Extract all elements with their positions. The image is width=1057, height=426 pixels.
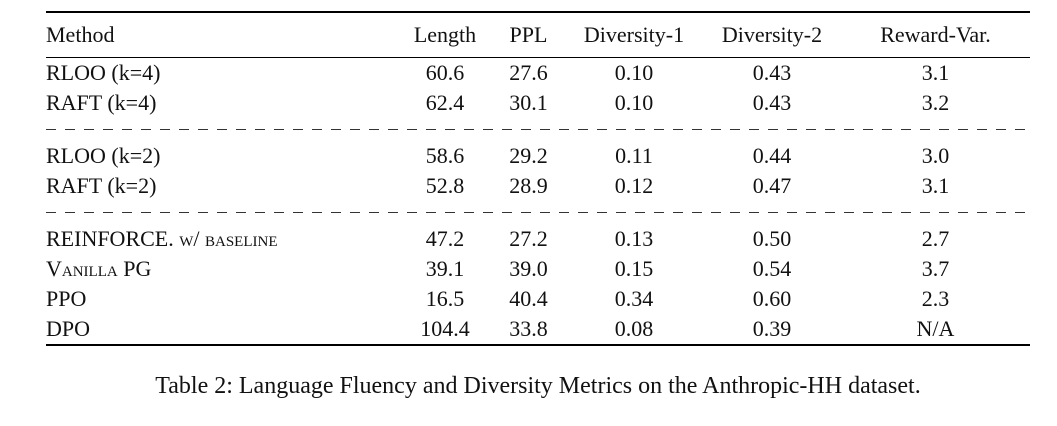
diversity2-cell: 0.43 (752, 90, 792, 115)
reward-var-cell: N/A (916, 316, 955, 341)
reward-var-cell: 2.3 (921, 286, 950, 311)
column-header-ppl: PPL (492, 12, 565, 58)
length-cell: 58.6 (425, 143, 465, 168)
table-row: PPO 16.5 40.4 0.34 0.60 2.3 (46, 284, 1030, 314)
reward-var-cell: 3.0 (921, 143, 950, 168)
length-cell: 62.4 (425, 90, 465, 115)
diversity1-cell: 0.10 (614, 60, 654, 85)
table-caption: Table 2: Language Fluency and Diversity … (155, 373, 921, 399)
column-header-diversity1: Diversity-1 (565, 12, 703, 58)
ppl-cell: 40.4 (509, 286, 548, 311)
diversity1-cell: 0.13 (614, 226, 654, 251)
length-cell: 60.6 (425, 60, 465, 85)
ppl-cell: 30.1 (509, 90, 548, 115)
table-row: REINFORCE. w/ baseline 47.2 27.2 0.13 0.… (46, 224, 1030, 254)
method-cell: RAFT (k=2) (46, 173, 157, 198)
column-header-diversity2: Diversity-2 (703, 12, 841, 58)
length-cell: 52.8 (425, 173, 465, 198)
paper-table-figure: Method Length PPL Diversity-1 Diversity-… (46, 11, 1030, 401)
table-row: RLOO (k=4) 60.6 27.6 0.10 0.43 3.1 (46, 58, 1030, 89)
diversity1-cell: 0.11 (615, 143, 653, 168)
ppl-cell: 33.8 (509, 316, 548, 341)
method-cell: RLOO (k=2) (46, 143, 161, 168)
dashed-separator-row (46, 118, 1030, 141)
reward-var-cell: 3.1 (921, 173, 950, 198)
table-row: RAFT (k=2) 52.8 28.9 0.12 0.47 3.1 (46, 171, 1030, 201)
length-cell: 16.5 (425, 286, 465, 311)
column-header-method: Method (46, 12, 398, 58)
reward-var-cell: 3.7 (921, 256, 950, 281)
method-cell: RLOO (k=4) (46, 60, 161, 85)
reward-var-cell: 2.7 (921, 226, 950, 251)
method-cell: PPO (46, 286, 87, 311)
method-cell: RAFT (k=4) (46, 90, 157, 115)
length-cell: 39.1 (425, 256, 465, 281)
ppl-cell: 27.6 (509, 60, 548, 85)
diversity1-cell: 0.15 (614, 256, 654, 281)
ppl-cell: 27.2 (509, 226, 548, 251)
table-row: DPO 104.4 33.8 0.08 0.39 N/A (46, 314, 1030, 345)
diversity1-cell: 0.10 (614, 90, 654, 115)
diversity1-cell: 0.08 (614, 316, 654, 341)
dashed-separator-row (46, 201, 1030, 224)
diversity2-cell: 0.43 (752, 60, 792, 85)
ppl-cell: 29.2 (509, 143, 548, 168)
column-header-reward-var: Reward-Var. (841, 12, 1030, 58)
reward-var-cell: 3.1 (921, 60, 950, 85)
diversity2-cell: 0.39 (752, 316, 792, 341)
diversity2-cell: 0.54 (752, 256, 792, 281)
diversity2-cell: 0.47 (752, 173, 792, 198)
reward-var-cell: 3.2 (921, 90, 950, 115)
diversity2-cell: 0.60 (752, 286, 792, 311)
header-row: Method Length PPL Diversity-1 Diversity-… (46, 12, 1030, 58)
method-cell: DPO (46, 316, 91, 341)
diversity2-cell: 0.44 (752, 143, 792, 168)
diversity1-cell: 0.34 (614, 286, 654, 311)
column-header-length: Length (398, 12, 492, 58)
diversity1-cell: 0.12 (614, 173, 654, 198)
ppl-cell: 39.0 (509, 256, 548, 281)
results-table: Method Length PPL Diversity-1 Diversity-… (46, 11, 1030, 346)
length-cell: 47.2 (425, 226, 465, 251)
diversity2-cell: 0.50 (752, 226, 792, 251)
table-row: RAFT (k=4) 62.4 30.1 0.10 0.43 3.2 (46, 88, 1030, 118)
method-cell: REINFORCE. w/ baseline (46, 226, 278, 251)
table-row: Vanilla PG 39.1 39.0 0.15 0.54 3.7 (46, 254, 1030, 284)
table-row: RLOO (k=2) 58.6 29.2 0.11 0.44 3.0 (46, 141, 1030, 171)
length-cell: 104.4 (420, 316, 470, 341)
dashed-rule (46, 201, 1030, 224)
method-cell: Vanilla PG (46, 256, 152, 281)
ppl-cell: 28.9 (509, 173, 548, 198)
dashed-rule (46, 118, 1030, 141)
